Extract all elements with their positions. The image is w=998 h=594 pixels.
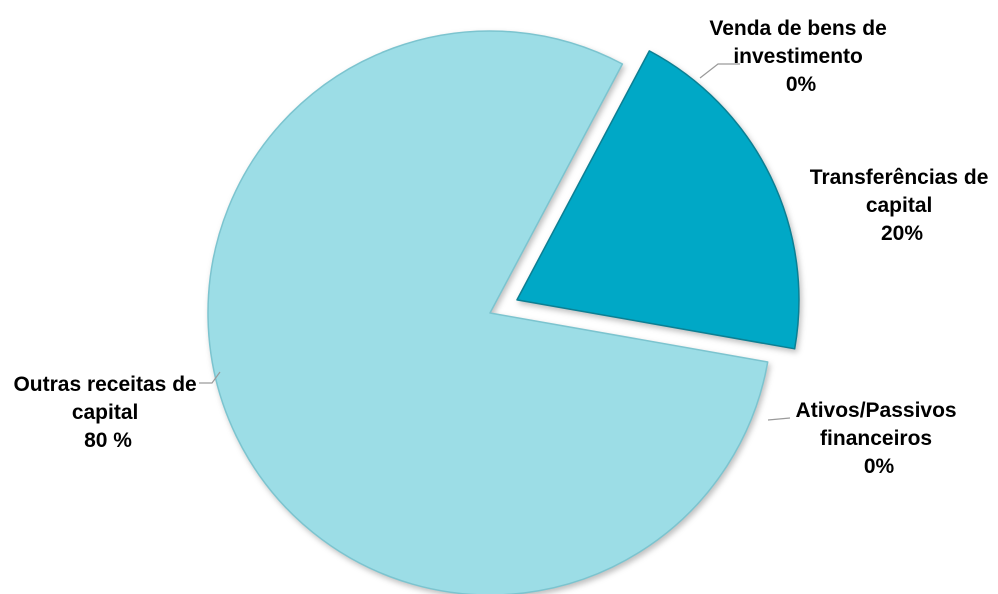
slice-label-venda-bens: Venda de bens de investimento 0%: [709, 17, 892, 96]
slice-label-outras-receitas: Outras receitas de capital 80 %: [13, 373, 202, 452]
slice-label-ativos-passivos: Ativos/Passivos financeiros 0%: [796, 399, 963, 478]
slice-label-transferencias: Transferências de capital 20%: [810, 166, 994, 245]
slice-outras-receitas: [207, 30, 769, 594]
leader-venda-bens: [699, 63, 740, 79]
slice-transferencias: [516, 50, 800, 350]
pie-slices: [207, 30, 800, 594]
leader-lines: [199, 63, 791, 421]
leader-ativos-passivos: [767, 417, 791, 421]
leader-outras-receitas: [199, 371, 221, 384]
